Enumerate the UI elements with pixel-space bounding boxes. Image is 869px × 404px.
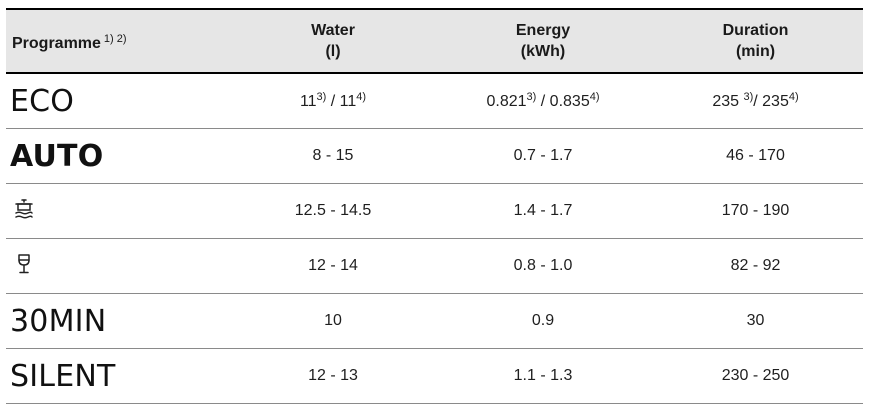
energy-cell: 0.8213) / 0.8354): [438, 73, 648, 129]
energy-value-a: 0.821: [486, 93, 527, 110]
programme-cell: SILENT: [6, 349, 228, 404]
duration-value-b: 235: [762, 93, 789, 110]
programme-cell: ECO: [6, 73, 228, 129]
header-programme-notes: 1) 2): [103, 32, 127, 45]
water-cell: 10: [324, 312, 342, 329]
water-cell: 8 - 15: [312, 147, 354, 164]
header-duration-label: Duration: [722, 22, 789, 39]
water-value-b: 11: [339, 93, 357, 110]
header-energy: Energy (kWh): [438, 9, 648, 73]
header-water: Water (l): [228, 9, 438, 73]
table-row: ECO 113) / 114) 0.8213) / 0.8354) 235 3)…: [6, 73, 863, 129]
programme-name: SILENT: [10, 358, 116, 394]
wine-glass-icon: [13, 253, 35, 280]
energy-cell: 0.9: [531, 312, 555, 329]
programme-table-container: Programme 1) 2) Water (l) Energy (kWh) Dura…: [6, 8, 863, 404]
water-cell: 12 - 14: [308, 257, 358, 274]
energy-value-b: 0.835: [549, 93, 590, 110]
programme-cell: [6, 184, 228, 239]
pots-pans-icon: [13, 198, 35, 225]
water-cell: 12.5 - 14.5: [294, 202, 372, 219]
table-row: 12.5 - 14.5 1.4 - 1.7 170 - 190: [6, 184, 863, 239]
programme-name: 30MIN: [10, 303, 107, 339]
duration-cell: 30: [746, 312, 765, 329]
programme-consumption-table: Programme 1) 2) Water (l) Energy (kWh) Dura…: [6, 8, 863, 404]
table-row: SILENT 12 - 13 1.1 - 1.3 230 - 250: [6, 349, 863, 404]
duration-note-a: 3): [743, 91, 754, 103]
duration-cell: 235 3)/ 2354): [648, 73, 863, 129]
header-programme-label: Programme: [12, 34, 101, 52]
duration-cell: 230 - 250: [721, 367, 790, 384]
programme-cell: 30MIN: [6, 294, 228, 349]
energy-cell: 0.8 - 1.0: [513, 257, 573, 274]
energy-cell: 0.7 - 1.7: [513, 147, 573, 164]
duration-separator: /: [753, 93, 763, 110]
water-value-a: 11: [299, 93, 317, 110]
header-duration: Duration (min): [648, 9, 863, 73]
table-row: 12 - 14 0.8 - 1.0 82 - 92: [6, 239, 863, 294]
table-row: AUTO 8 - 15 0.7 - 1.7 46 - 170: [6, 129, 863, 184]
programme-cell: AUTO: [6, 129, 228, 184]
water-cell: 12 - 13: [308, 367, 358, 384]
water-note-a: 3): [316, 91, 327, 103]
duration-cell: 170 - 190: [721, 202, 790, 219]
water-separator: /: [326, 93, 340, 110]
programme-name: AUTO: [10, 138, 104, 174]
programme-name: ECO: [10, 83, 75, 119]
water-cell: 113) / 114): [228, 73, 438, 129]
duration-cell: 82 - 92: [730, 257, 781, 274]
header-programme: Programme 1) 2): [6, 9, 228, 73]
energy-cell: 1.1 - 1.3: [513, 367, 573, 384]
water-note-b: 4): [356, 91, 367, 103]
energy-note-b: 4): [589, 91, 600, 103]
programme-cell: [6, 239, 228, 294]
header-energy-label: Energy: [515, 22, 571, 39]
header-water-unit: (l): [325, 43, 341, 60]
table-header-row: Programme 1) 2) Water (l) Energy (kWh) Dura…: [6, 9, 863, 73]
header-water-label: Water: [311, 22, 355, 39]
header-duration-unit: (min): [735, 43, 776, 60]
duration-value-a: 235: [712, 93, 744, 110]
header-energy-unit: (kWh): [520, 43, 566, 60]
energy-note-a: 3): [526, 91, 537, 103]
duration-cell: 46 - 170: [726, 147, 785, 164]
energy-separator: /: [536, 93, 550, 110]
duration-note-b: 4): [788, 91, 799, 103]
table-row: 30MIN 10 0.9 30: [6, 294, 863, 349]
energy-cell: 1.4 - 1.7: [513, 202, 573, 219]
